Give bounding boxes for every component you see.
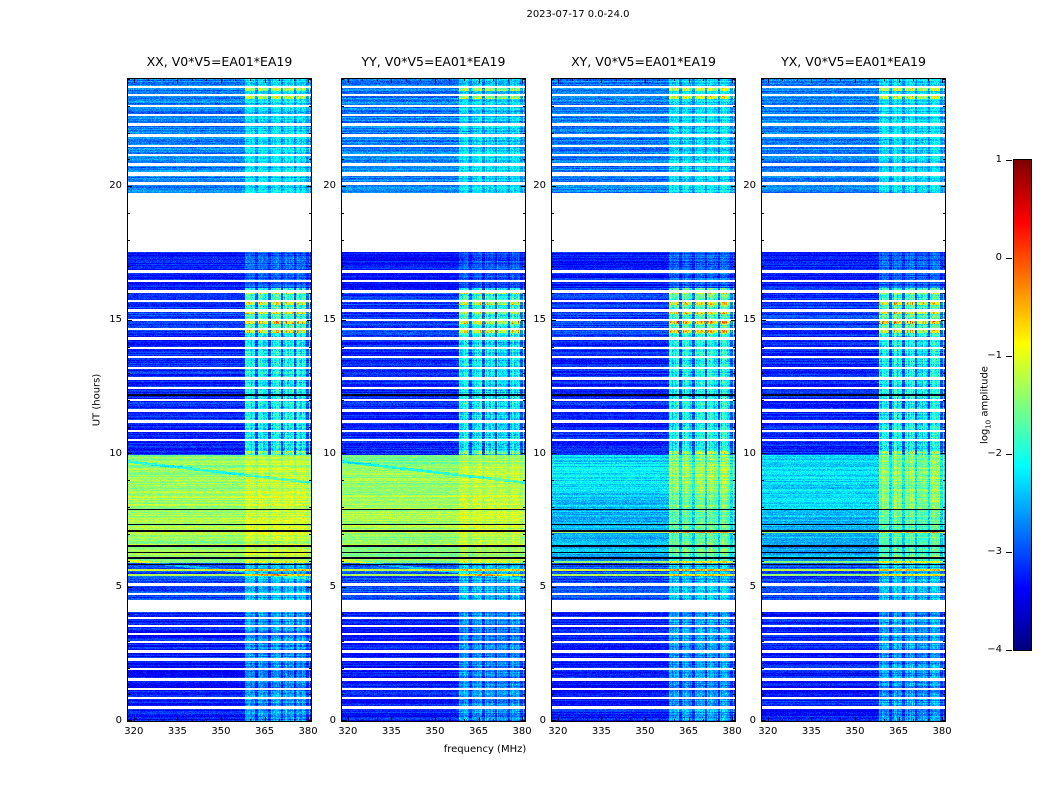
x-tick-label: 365 xyxy=(678,726,699,737)
y-tick-label: 15 xyxy=(323,313,336,325)
colorbar-tick-mark xyxy=(1006,453,1012,455)
x-tick-label: 365 xyxy=(468,726,489,737)
y-tick-label: 15 xyxy=(533,313,546,325)
colorbar-tick-label: −1 xyxy=(987,350,1002,361)
colorbar-tick-mark xyxy=(1006,355,1012,357)
colorbar-tick-label: 1 xyxy=(995,154,1002,165)
x-tick-label: 320 xyxy=(758,726,778,737)
y-tick-label: 20 xyxy=(743,180,756,191)
x-tick-label: 335 xyxy=(167,726,187,737)
x-tick-label: 365 xyxy=(254,726,275,737)
colorbar-tick-mark xyxy=(1006,551,1012,553)
spectrogram-xy-canvas xyxy=(551,78,736,722)
x-tick-label: 380 xyxy=(722,726,742,737)
y-tick-label: 15 xyxy=(743,313,756,325)
x-tick-label: 350 xyxy=(845,726,865,737)
y-tick-label: 10 xyxy=(109,447,122,459)
y-tick-label: 5 xyxy=(115,581,122,593)
x-tick-label: 350 xyxy=(635,726,655,737)
panel-title-yx: YX, V0*V5=EA01*EA19 xyxy=(781,54,926,69)
y-tick-label: 10 xyxy=(323,447,336,459)
colorbar xyxy=(1013,159,1032,651)
x-tick-label: 335 xyxy=(591,726,611,737)
spectrogram-yy-canvas xyxy=(341,78,526,722)
y-tick-label: 0 xyxy=(329,715,336,726)
spectrogram-yx-canvas xyxy=(761,78,946,722)
figure-title: 2023-07-17 0.0-24.0 xyxy=(526,9,630,20)
colorbar-tick-label: 0 xyxy=(995,252,1002,263)
colorbar-tick-label: −4 xyxy=(987,644,1002,655)
y-tick-label: 5 xyxy=(749,581,756,593)
panel-title-xy: XY, V0*V5=EA01*EA19 xyxy=(571,54,716,69)
x-tick-label: 350 xyxy=(425,726,445,737)
x-tick-label: 335 xyxy=(801,726,821,737)
x-tick-label: 365 xyxy=(888,726,909,737)
y-tick-label: 20 xyxy=(533,180,546,191)
y-tick-label: 20 xyxy=(323,180,336,191)
y-tick-label: 15 xyxy=(109,313,122,325)
y-tick-label: 10 xyxy=(533,447,546,459)
x-axis-label: frequency (MHz) xyxy=(443,744,527,755)
colorbar-tick-label: −2 xyxy=(987,448,1002,459)
y-tick-label: 0 xyxy=(749,715,756,726)
x-tick-label: 380 xyxy=(512,726,532,737)
x-tick-label: 335 xyxy=(381,726,401,737)
spectrogram-xx-canvas xyxy=(127,78,312,722)
x-tick-label: 320 xyxy=(338,726,358,737)
x-tick-label: 380 xyxy=(298,726,318,737)
y-tick-label: 20 xyxy=(109,180,122,191)
colorbar-tick-mark xyxy=(1006,257,1012,259)
y-axis-label: UT (hours) xyxy=(91,373,103,427)
colorbar-tick-label: −3 xyxy=(987,546,1002,557)
y-tick-label: 5 xyxy=(539,581,546,593)
x-tick-label: 320 xyxy=(124,726,144,737)
y-tick-label: 10 xyxy=(743,447,756,459)
panel-title-yy: YY, V0*V5=EA01*EA19 xyxy=(361,54,506,69)
colorbar-tick-mark xyxy=(1006,649,1012,651)
y-tick-label: 0 xyxy=(115,715,122,726)
y-tick-label: 5 xyxy=(329,581,336,593)
y-tick-label: 0 xyxy=(539,715,546,726)
x-tick-label: 380 xyxy=(932,726,952,737)
x-tick-label: 350 xyxy=(211,726,231,737)
colorbar-label: log10 amplitude xyxy=(979,366,993,444)
x-tick-label: 320 xyxy=(548,726,568,737)
colorbar-tick-mark xyxy=(1006,159,1012,161)
panel-title-xx: XX, V0*V5=EA01*EA19 xyxy=(146,54,293,69)
